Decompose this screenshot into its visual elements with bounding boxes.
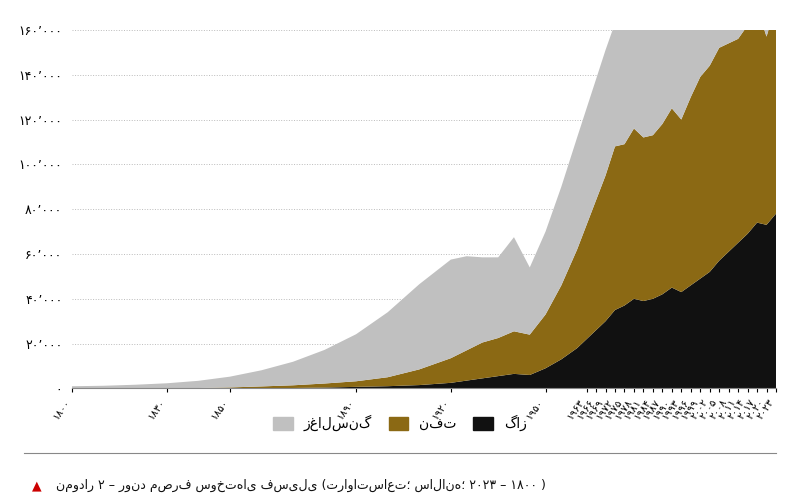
Text: ▲: ▲ <box>32 479 42 492</box>
Text: نمودار ۲ – روند مصرف سوخت‌های فسیلی (تراوات‌ساعت؛ سالانه؛ ۲۰۲۳ – ۱۸۰۰ ): نمودار ۲ – روند مصرف سوخت‌های فسیلی (ترا… <box>56 479 546 492</box>
Legend: زغال‌سنگ, نفت, گاز: زغال‌سنگ, نفت, گاز <box>273 415 527 431</box>
